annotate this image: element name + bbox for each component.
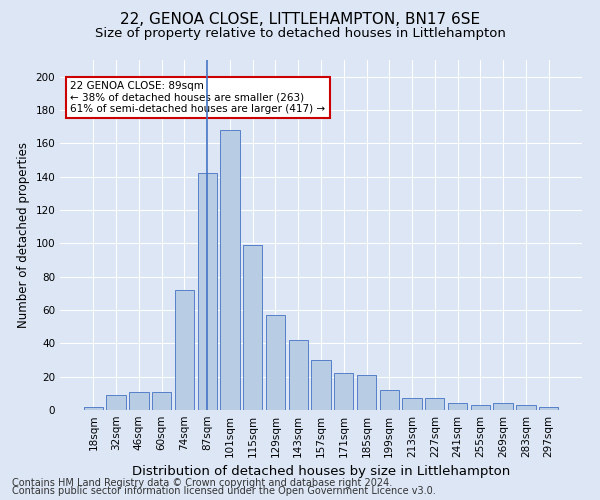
Bar — [448, 404, 467, 410]
Bar — [243, 245, 262, 410]
Bar — [425, 398, 445, 410]
Bar — [266, 315, 285, 410]
Text: Size of property relative to detached houses in Littlehampton: Size of property relative to detached ho… — [95, 28, 505, 40]
Y-axis label: Number of detached properties: Number of detached properties — [17, 142, 30, 328]
Bar — [106, 395, 126, 410]
Bar — [334, 374, 353, 410]
Bar — [493, 404, 513, 410]
Bar — [539, 406, 558, 410]
Text: 22 GENOA CLOSE: 89sqm
← 38% of detached houses are smaller (263)
61% of semi-det: 22 GENOA CLOSE: 89sqm ← 38% of detached … — [70, 81, 326, 114]
X-axis label: Distribution of detached houses by size in Littlehampton: Distribution of detached houses by size … — [132, 466, 510, 478]
Bar — [175, 290, 194, 410]
Bar — [220, 130, 239, 410]
Text: 22, GENOA CLOSE, LITTLEHAMPTON, BN17 6SE: 22, GENOA CLOSE, LITTLEHAMPTON, BN17 6SE — [120, 12, 480, 28]
Bar — [197, 174, 217, 410]
Bar — [516, 405, 536, 410]
Bar — [152, 392, 172, 410]
Bar — [311, 360, 331, 410]
Bar — [289, 340, 308, 410]
Bar — [380, 390, 399, 410]
Text: Contains public sector information licensed under the Open Government Licence v3: Contains public sector information licen… — [12, 486, 436, 496]
Bar — [470, 405, 490, 410]
Bar — [403, 398, 422, 410]
Bar — [129, 392, 149, 410]
Bar — [84, 406, 103, 410]
Text: Contains HM Land Registry data © Crown copyright and database right 2024.: Contains HM Land Registry data © Crown c… — [12, 478, 392, 488]
Bar — [357, 375, 376, 410]
